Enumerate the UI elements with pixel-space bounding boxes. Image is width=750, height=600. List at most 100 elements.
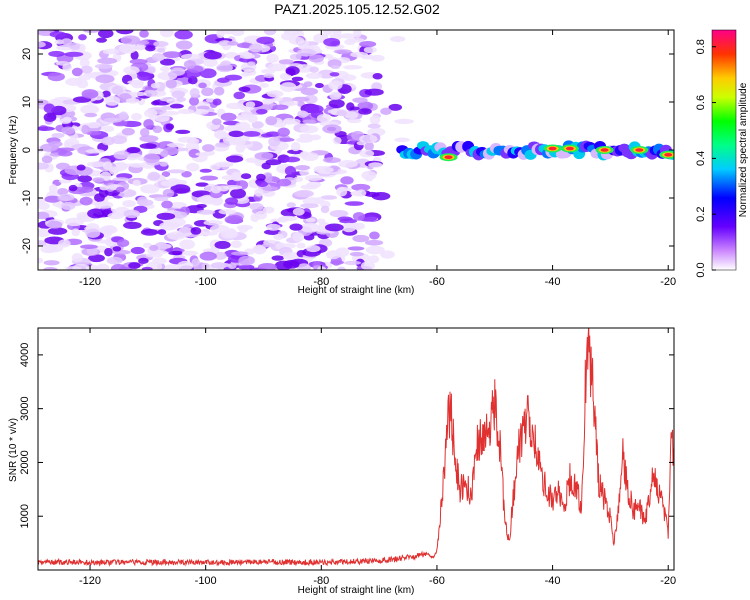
heatmap-cell — [297, 45, 314, 50]
heatmap-cell — [118, 43, 137, 54]
heatmap-cell — [200, 231, 218, 236]
heatmap-cell — [359, 149, 375, 158]
heatmap-cell — [175, 40, 193, 50]
chart-title: PAZ1.2025.105.12.52.G02 — [274, 1, 440, 17]
heatmap-cell — [130, 246, 145, 255]
heatmap-cell — [136, 40, 150, 45]
colorbar-tick-label: 0.0 — [695, 262, 707, 277]
heatmap-cell — [161, 171, 171, 177]
heatmap-cell — [300, 222, 321, 233]
heatmap-cell — [329, 72, 340, 77]
heatmap-cell — [255, 210, 268, 220]
heatmap-cell — [329, 91, 342, 100]
heatmap-cell — [40, 245, 58, 254]
heatmap-cell — [64, 51, 84, 57]
heatmap-cell — [305, 72, 323, 79]
heatmap-cell — [160, 58, 175, 66]
heatmap-cell — [236, 42, 253, 48]
heatmap-cell — [349, 251, 364, 257]
heatmap-cell — [183, 59, 196, 69]
heatmap-cell — [237, 264, 255, 270]
heatmap-cell — [38, 228, 51, 238]
heatmap-cell — [128, 262, 141, 269]
heatmap-cell — [126, 146, 141, 154]
heatmap-cell — [228, 130, 244, 138]
snr-panel: -120 -100 -80 -60 -40 -20 1000 2000 3000 4000 Hei… — [8, 327, 676, 596]
heatmap-cell — [283, 156, 301, 163]
heatmap-cell — [292, 207, 305, 216]
heatmap-cell — [176, 96, 186, 102]
heatmap-cell — [332, 136, 342, 145]
heatmap-cell — [71, 67, 83, 77]
heatmap-cell — [159, 30, 174, 38]
heatmap-cell — [165, 79, 177, 89]
heatmap-y-tick-label: -10 — [21, 190, 33, 206]
heatmap-cell — [223, 185, 243, 190]
heatmap-cell — [161, 200, 173, 209]
heatmap-y-tick-label: 10 — [21, 96, 33, 108]
heatmap-cell — [179, 239, 195, 250]
heatmap-cell — [94, 201, 114, 209]
heatmap-cell — [195, 182, 209, 187]
heatmap-cell — [262, 186, 279, 192]
heatmap-cell — [48, 184, 58, 194]
heatmap-cell — [365, 245, 385, 255]
heatmap-cell — [116, 30, 134, 35]
heatmap-cell — [280, 32, 295, 41]
heatmap-cell — [90, 266, 100, 270]
heatmap-cell — [43, 267, 58, 270]
heatmap-cell — [353, 30, 362, 39]
heatmap-cell — [102, 48, 120, 55]
heatmap-cell — [113, 150, 130, 160]
snr-x-tick-label: -80 — [313, 575, 329, 587]
heatmap-cell — [367, 123, 381, 129]
heatmap-cell — [351, 183, 371, 191]
heatmap-cell — [170, 184, 191, 194]
heatmap-cell — [333, 49, 352, 54]
heatmap-cell — [154, 196, 169, 202]
heatmap-cell — [188, 148, 201, 158]
heatmap-cell — [344, 111, 359, 119]
heatmap-cell — [188, 138, 200, 145]
heatmap-x-tick-label: -60 — [429, 276, 445, 288]
heatmap-cell — [38, 211, 50, 220]
heatmap-cell — [306, 181, 322, 188]
heatmap-cell — [170, 67, 186, 76]
snr-x-axis-label: Height of straight line (km) — [298, 585, 415, 596]
heatmap-cell — [102, 161, 113, 170]
heatmap-cell — [201, 87, 214, 97]
heatmap-cell — [251, 121, 264, 129]
heatmap-cell — [160, 66, 170, 72]
heatmap-cell — [287, 149, 304, 155]
snr-y-tick-label: 1000 — [19, 504, 31, 528]
heatmap-cell — [84, 112, 98, 118]
heatmap-cell — [352, 234, 370, 243]
colorbar: 0.0 0.2 0.4 0.6 0.8 Normalized spectral ampl… — [695, 29, 749, 278]
heatmap-cell — [129, 91, 148, 97]
heatmap-cell — [171, 90, 186, 99]
heatmap-cell — [262, 206, 275, 214]
heatmap-x-tick-label: -120 — [79, 276, 101, 288]
heatmap-cell — [76, 164, 86, 171]
heatmap-cell — [344, 201, 364, 206]
heatmap-cell — [248, 43, 263, 53]
heatmap-cell — [68, 184, 78, 192]
heatmap-cell — [337, 266, 346, 270]
heatmap-cell — [227, 228, 236, 237]
heatmap-cell — [388, 103, 403, 111]
snr-y-axis-label: SNR (10 * v/v) — [8, 418, 19, 482]
snr-y-tick-label: 4000 — [19, 343, 31, 367]
colorbar-tick-label: 0.2 — [695, 207, 707, 222]
heatmap-cell — [159, 221, 179, 231]
heatmap-cell — [358, 108, 372, 115]
heatmap-cell — [328, 80, 343, 90]
heatmap-cell — [61, 201, 76, 211]
heatmap-cell — [85, 149, 105, 154]
heatmap-cell — [79, 57, 90, 68]
heatmap-cell — [38, 126, 55, 131]
heatmap-cell — [297, 110, 308, 118]
heatmap-cell — [49, 31, 67, 38]
heatmap-cell — [326, 250, 341, 260]
heatmap-cell — [92, 177, 105, 183]
